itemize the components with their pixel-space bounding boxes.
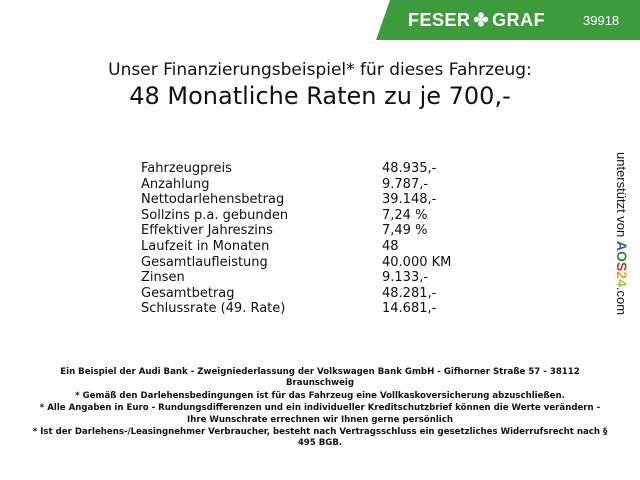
clover-icon: ✤ [473, 10, 490, 30]
sponsor-suffix: .com [614, 286, 629, 316]
footer-notes: Ein Beispiel der Audi Bank - Zweignieder… [30, 367, 610, 451]
row-value: 9.787,- [382, 176, 429, 192]
row-label: Nettodarlehensbetrag [141, 192, 285, 208]
header-banner [376, 0, 640, 40]
row-value: 48.935,- [382, 161, 437, 176]
row-label: Schlussrate (49. Rate) [141, 301, 286, 317]
table-row: Gesamtbetrag 48.281,- [141, 286, 481, 302]
table-row: Gesamtlaufleistung 40.000 KM [141, 255, 481, 271]
row-label: Laufzeit in Monaten [141, 238, 270, 254]
table-row: Effektiver Jahreszins 7,49 % [141, 223, 481, 239]
vehicle-code: 39918 [583, 13, 620, 28]
footer-note: * Gemäß den Darlehensbedingungen ist für… [75, 390, 565, 401]
row-label: Anzahlung [141, 176, 210, 192]
row-value: 40.000 KM [382, 254, 452, 270]
row-label: Sollzins p.a. gebunden [141, 207, 289, 223]
row-value: 48.281,- [382, 285, 437, 301]
sponsor-note: unterstützt von AOS24.com [614, 152, 630, 315]
row-value: 14.681,- [382, 301, 437, 317]
row-label: Gesamtbetrag [141, 285, 235, 301]
table-row: Zinsen 9.133,- [141, 270, 481, 286]
row-value: 48 [382, 238, 399, 254]
table-row: Schlussrate (49. Rate) 14.681,- [141, 301, 481, 317]
row-label: Fahrzeugpreis [141, 161, 232, 176]
title-line1: Unser Finanzierungsbeispiel* für dieses … [108, 60, 532, 80]
table-row: Laufzeit in Monaten 48 [141, 239, 481, 255]
table-row: Anzahlung 9.787,- [141, 177, 481, 193]
row-value: 7,49 % [382, 223, 428, 239]
title-line2: 48 Monatliche Raten zu je 700,- [129, 82, 511, 110]
brand-right: GRAF [492, 10, 546, 30]
brand-logo: FESER ✤ GRAF [408, 10, 545, 31]
footer-note: * Ist der Darlehens-/Leasingnehmer Verbr… [32, 427, 608, 449]
footer-note: * Alle Angaben in Euro - Rundungsdiffere… [39, 403, 601, 425]
brand-left: FESER [408, 10, 471, 30]
table-row: Sollzins p.a. gebunden 7,24 % [141, 208, 481, 224]
row-value: 9.133,- [382, 270, 429, 286]
table-row: Fahrzeugpreis 48.935,- [141, 161, 481, 177]
row-label: Zinsen [141, 270, 185, 286]
finance-table: Fahrzeugpreis 48.935,- Anzahlung 9.787,- Net… [141, 161, 481, 317]
footer-note: Ein Beispiel der Audi Bank - Zweignieder… [60, 367, 580, 389]
row-value: 7,24 % [382, 207, 428, 223]
row-label: Gesamtlaufleistung [141, 254, 268, 270]
row-label: Effektiver Jahreszins [141, 223, 273, 239]
aos24-logo: AOS24 [614, 240, 630, 287]
table-row: Nettodarlehensbetrag 39.148,- [141, 192, 481, 208]
row-value: 39.148,- [382, 192, 437, 208]
sponsor-prefix: unterstützt von [614, 152, 629, 238]
